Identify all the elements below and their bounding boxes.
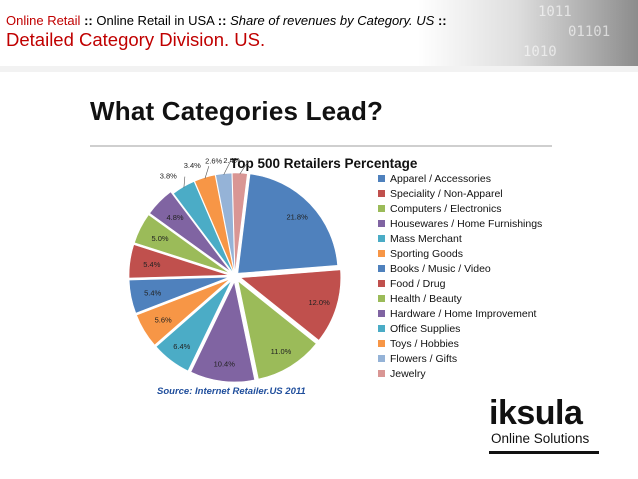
legend-entry-health-beauty: Health / Beauty <box>390 293 463 305</box>
leader-line <box>204 166 210 179</box>
legend-swatch-food-drug <box>378 280 385 287</box>
pie-chart: Top 500 Retailers Percentage 21.8% 12.0% 1… <box>128 156 542 383</box>
legend-entry-jewelry: Jewelry <box>390 368 426 380</box>
pie-slice-sporting-goods <box>136 278 231 346</box>
data-label-housewares-home-furnishings: 10.4% <box>214 359 236 368</box>
legend-swatch-mass-merchant <box>378 235 385 242</box>
legend-swatch-office-supplies <box>378 325 385 332</box>
legend-swatch-jewelry <box>378 370 385 377</box>
data-label-flowers-gifts: 2.6% <box>205 157 222 166</box>
pie-slice-books-music-video <box>128 276 230 314</box>
legend-entry-books-music-video: Books / Music / Video <box>390 263 491 275</box>
data-label-apparel-accessories: 21.8% <box>286 213 308 222</box>
breadcrumb-item: Share of revenues by Category. US <box>230 13 435 28</box>
data-label-toys-hobbies: 3.4% <box>184 161 201 170</box>
breadcrumb-separator: :: <box>84 13 93 28</box>
pie-slices <box>128 172 342 383</box>
legend-entry-computers-electronics: Computers / Electronics <box>390 203 501 215</box>
header-divider <box>0 66 638 72</box>
pie-slice-apparel-accessories <box>237 173 338 274</box>
legend-swatch-toys-hobbies <box>378 340 385 347</box>
leader-line <box>223 161 231 175</box>
pie-slice-toys-hobbies <box>194 174 235 274</box>
data-label-food-drug: 5.4% <box>143 260 160 269</box>
chart-legend: Apparel / Accessories Speciality / Non-Ap… <box>378 173 542 380</box>
data-label-sporting-goods: 5.6% <box>155 315 172 324</box>
company-logo: iksula Online Solutions <box>489 395 599 454</box>
breadcrumb: Online Retail :: Online Retail in USA ::… <box>6 13 447 28</box>
legend-swatch-apparel-accessories <box>378 175 385 182</box>
logo-wordmark: iksula <box>489 394 583 432</box>
legend-entry-apparel-accessories: Apparel / Accessories <box>390 173 491 185</box>
breadcrumb-separator: :: <box>437 13 447 28</box>
legend-swatch-hardware-home-improvement <box>378 310 385 317</box>
logo-tagline: Online Solutions <box>491 431 590 446</box>
pie-slice-mass-merchant <box>155 280 232 372</box>
chart-title: Top 500 Retailers Percentage <box>230 156 418 171</box>
data-label-mass-merchant: 6.4% <box>173 342 190 351</box>
data-labels: 21.8% 12.0% 11.0% 10.4% 6.4% 5.6% 5.4% 5.4% 5.0%… <box>143 156 330 368</box>
pie-slice-housewares-home-furnishings <box>190 281 255 383</box>
legend-swatch-housewares-home-furnishings <box>378 220 385 227</box>
legend-entry-toys-hobbies: Toys / Hobbies <box>390 338 459 350</box>
leader-line <box>239 160 249 175</box>
legend-swatch-speciality-non-apparel <box>378 190 385 197</box>
pie-slice-office-supplies <box>173 181 234 274</box>
data-label-books-music-video: 5.4% <box>144 289 161 298</box>
data-label-office-supplies: 3.8% <box>160 172 177 181</box>
legend-entry-flowers-gifts: Flowers / Gifts <box>390 353 457 365</box>
header-bar: 1011 01101 1010 Online Retail :: Online … <box>0 0 638 66</box>
legend-swatch-flowers-gifts <box>378 355 385 362</box>
pie-slice-speciality-non-apparel <box>239 269 342 341</box>
pie-slice-jewelry <box>231 172 248 274</box>
pie-slice-hardware-home-improvement <box>149 191 231 273</box>
page-subtitle: Detailed Category Division. US. <box>6 29 266 50</box>
pie-slice-flowers-gifts <box>215 172 235 274</box>
legend-swatch-computers-electronics <box>378 205 385 212</box>
legend-swatch-health-beauty <box>378 295 385 302</box>
logo-underline <box>489 451 599 454</box>
data-label-health-beauty: 5.0% <box>151 234 168 243</box>
legend-swatch-books-music-video <box>378 265 385 272</box>
legend-entry-hardware-home-improvement: Hardware / Home Improvement <box>390 308 537 320</box>
data-label-speciality-non-apparel: 12.0% <box>308 298 330 307</box>
legend-entry-speciality-non-apparel: Speciality / Non-Apparel <box>390 188 503 200</box>
legend-swatch-sporting-goods <box>378 250 385 257</box>
data-label-hardware-home-improvement: 4.8% <box>166 213 183 222</box>
data-label-jewelry: 2.4% <box>223 156 240 165</box>
pie-slice-food-drug <box>128 244 230 279</box>
pie-slice-health-beauty <box>134 214 230 274</box>
breadcrumb-item[interactable]: Online Retail in USA <box>96 13 215 28</box>
legend-entry-sporting-goods: Sporting Goods <box>390 248 463 260</box>
leader-line <box>183 176 186 188</box>
title-divider <box>90 145 552 147</box>
legend-entry-office-supplies: Office Supplies <box>390 323 460 335</box>
header-decoration: 1011 01101 1010 <box>418 0 638 66</box>
data-label-computers-electronics: 11.0% <box>271 347 292 356</box>
legend-entry-mass-merchant: Mass Merchant <box>390 233 462 245</box>
breadcrumb-separator: :: <box>217 13 227 28</box>
slide-title: What Categories Lead? <box>90 96 384 126</box>
source-note: Source: Internet Retailer.US 2011 <box>157 386 306 397</box>
pie-slice-computers-electronics <box>237 280 317 380</box>
breadcrumb-item[interactable]: Online Retail <box>6 13 81 28</box>
legend-entry-food-drug: Food / Drug <box>390 278 446 290</box>
legend-entry-housewares-home-furnishings: Housewares / Home Furnishings <box>390 218 542 230</box>
